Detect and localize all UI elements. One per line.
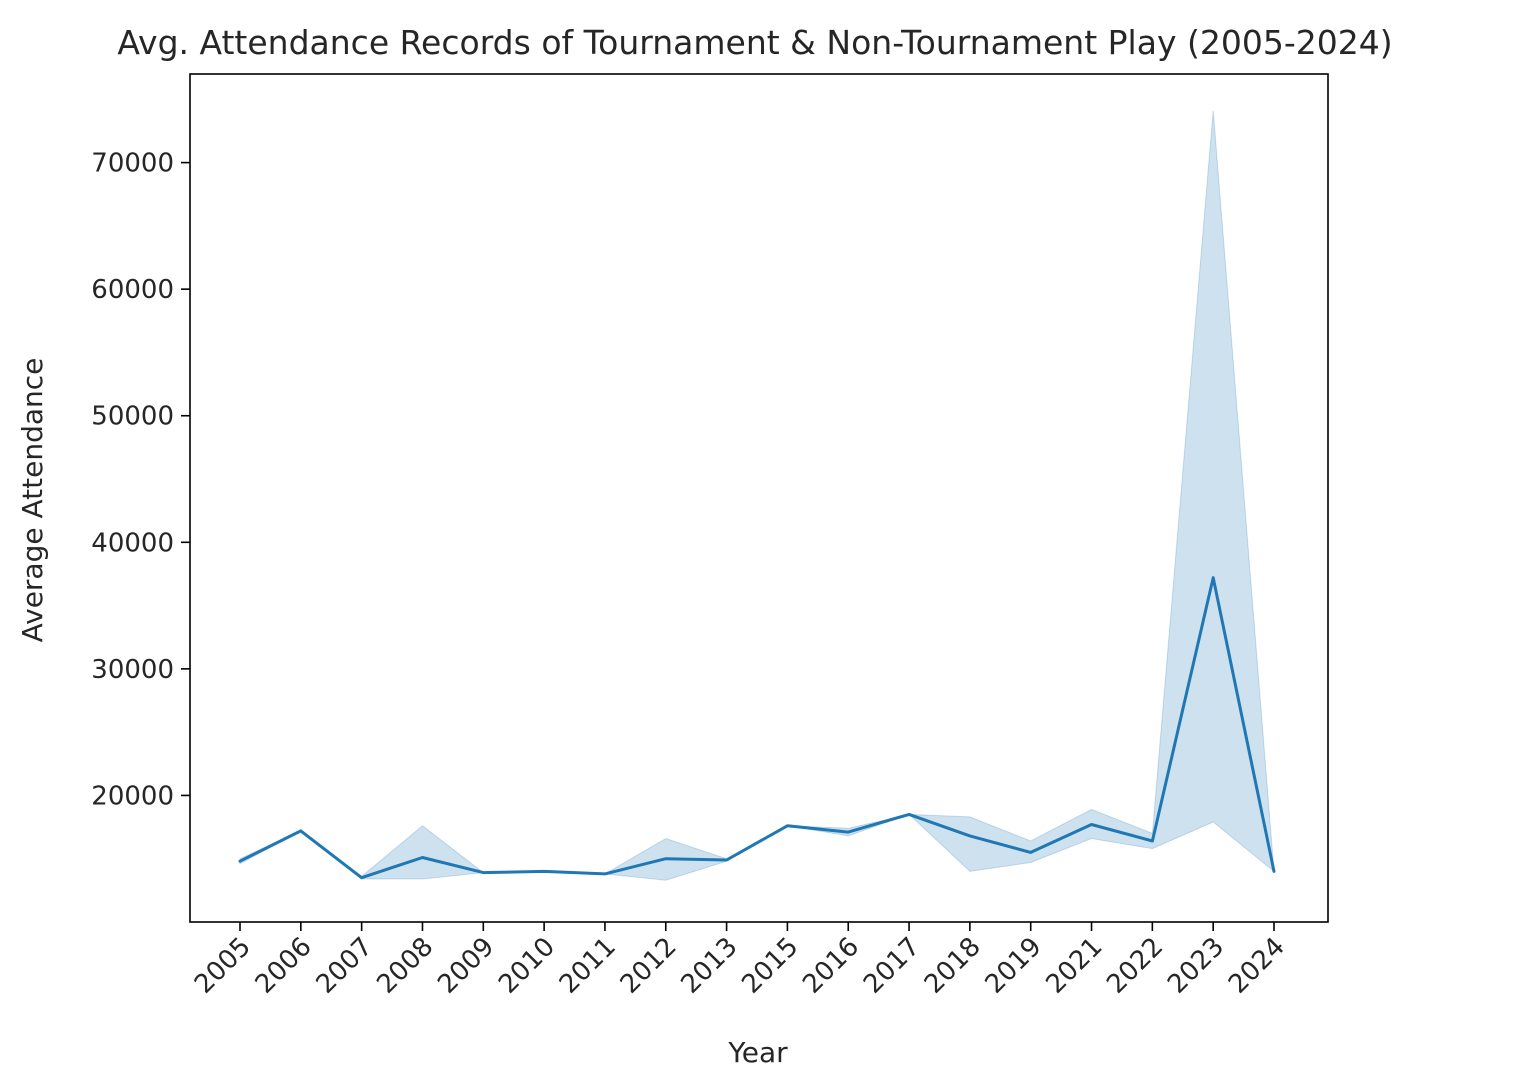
- y-tick-label: 30000: [91, 655, 174, 685]
- data-point: [1149, 838, 1155, 844]
- data-point: [1210, 575, 1216, 581]
- data-point: [298, 828, 304, 834]
- x-tick-label: 2019: [980, 932, 1048, 1000]
- y-axis: 20000 30000 40000 50000 60000 70000: [91, 149, 190, 811]
- x-tick-label: 2013: [676, 932, 744, 1000]
- x-tick-label: 2024: [1223, 932, 1291, 1000]
- data-point: [237, 858, 243, 864]
- x-tick-label: 2017: [858, 932, 926, 1000]
- x-axis-label: Year: [727, 1036, 788, 1069]
- data-point: [420, 855, 426, 861]
- x-tick-label: 2007: [311, 932, 379, 1000]
- data-point: [602, 871, 608, 877]
- x-axis: 2005200620072008200920102011201220132015…: [189, 922, 1291, 1000]
- series-line: [238, 576, 1276, 880]
- data-point: [845, 829, 851, 835]
- chart-title: Avg. Attendance Records of Tournament & …: [117, 23, 1392, 62]
- y-tick-label: 40000: [91, 528, 174, 558]
- x-tick-label: 2015: [736, 932, 804, 1000]
- plot-area: [237, 110, 1277, 881]
- y-tick-label: 50000: [91, 402, 174, 432]
- x-tick-label: 2011: [554, 932, 622, 1000]
- data-point: [663, 856, 669, 862]
- x-tick-label: 2021: [1040, 932, 1108, 1000]
- x-tick-label: 2006: [250, 932, 318, 1000]
- data-point: [724, 857, 730, 863]
- x-tick-label: 2008: [371, 932, 439, 1000]
- y-tick-label: 60000: [91, 275, 174, 305]
- y-tick-label: 70000: [91, 149, 174, 179]
- x-tick-label: 2023: [1162, 932, 1230, 1000]
- x-tick-label: 2022: [1101, 932, 1169, 1000]
- data-point: [1271, 868, 1277, 874]
- data-point: [480, 870, 486, 876]
- data-point: [541, 868, 547, 874]
- y-axis-label: Average Attendance: [16, 358, 49, 643]
- data-point: [906, 811, 912, 817]
- data-point: [359, 875, 365, 881]
- x-tick-label: 2012: [615, 932, 683, 1000]
- plot-frame: [189, 73, 1329, 923]
- x-tick-label: 2005: [189, 932, 257, 1000]
- data-point: [1028, 849, 1034, 855]
- confidence-band: [239, 110, 1275, 881]
- x-tick-label: 2009: [432, 932, 500, 1000]
- y-tick-label: 20000: [91, 781, 174, 811]
- data-point: [784, 823, 790, 829]
- data-point: [967, 833, 973, 839]
- data-point: [1089, 822, 1095, 828]
- x-tick-label: 2010: [493, 932, 561, 1000]
- x-tick-label: 2016: [797, 932, 865, 1000]
- x-tick-label: 2018: [919, 932, 987, 1000]
